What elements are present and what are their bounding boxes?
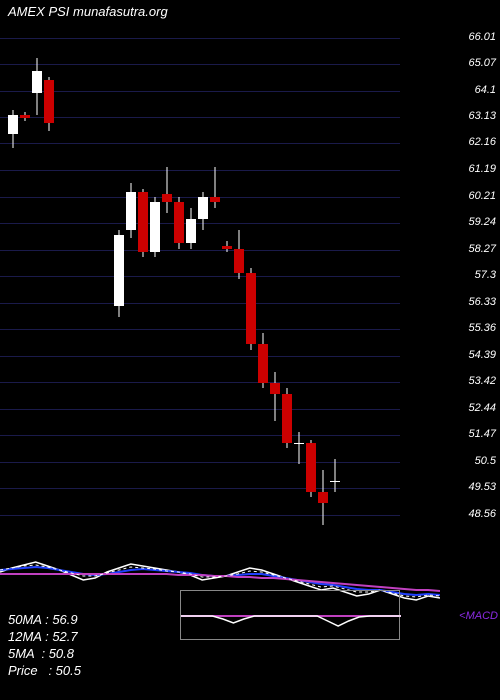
macd-box (180, 590, 400, 640)
candle-body (330, 481, 340, 482)
candle-body (306, 443, 316, 492)
candle (44, 0, 54, 530)
candle-body (186, 219, 196, 244)
y-axis-label: 54.39 (468, 349, 496, 361)
candle-body (234, 249, 244, 274)
candle (222, 0, 232, 530)
price-chart (0, 0, 450, 530)
y-axis-label: 65.07 (468, 57, 496, 69)
candle-wick (275, 372, 276, 421)
candle (306, 0, 316, 530)
candle-body (32, 71, 42, 93)
candle-body (150, 202, 160, 251)
y-axis-label: 66.01 (468, 31, 496, 43)
stats-row: 5MA : 50.8 (8, 646, 81, 663)
candle-body (8, 115, 18, 134)
candle (270, 0, 280, 530)
candle-wick (167, 167, 168, 213)
stats-block: 50MA : 56.912MA : 52.75MA : 50.8Price : … (8, 612, 81, 680)
candle-body (318, 492, 328, 503)
candle-body (174, 202, 184, 243)
candle (330, 0, 340, 530)
candle-body (270, 383, 280, 394)
y-axis-label: 60.21 (468, 190, 496, 202)
y-axis-label: 50.5 (475, 455, 496, 467)
candle-body (258, 344, 268, 382)
candle (126, 0, 136, 530)
candle (114, 0, 124, 530)
candle (150, 0, 160, 530)
candle-body (114, 235, 124, 306)
macd-signal-line (181, 616, 401, 626)
chart-container: AMEX PSI munafasutra.org <MACD 50MA : 56… (0, 0, 500, 700)
candle-body (294, 443, 304, 444)
y-axis-label: 55.36 (468, 322, 496, 334)
y-axis-label: 48.56 (468, 508, 496, 520)
candle-body (246, 273, 256, 344)
y-axis-label: 63.13 (468, 110, 496, 122)
y-axis-label: 58.27 (468, 243, 496, 255)
candle (282, 0, 292, 530)
stats-row: 12MA : 52.7 (8, 629, 81, 646)
candle-body (210, 197, 220, 202)
candle (318, 0, 328, 530)
candle (198, 0, 208, 530)
candle-body (20, 115, 30, 118)
candle (32, 0, 42, 530)
candle-wick (335, 459, 336, 492)
live-macd-label: <MACD (459, 610, 498, 622)
candle-body (138, 192, 148, 252)
candle-body (126, 192, 136, 230)
y-axis-label: 57.3 (475, 269, 496, 281)
y-axis-label: 52.44 (468, 402, 496, 414)
candle-body (222, 246, 232, 249)
y-axis-label: 53.42 (468, 375, 496, 387)
candle-body (198, 197, 208, 219)
candle (258, 0, 268, 530)
y-axis-label: 62.16 (468, 136, 496, 148)
y-axis-label: 49.53 (468, 481, 496, 493)
candle-body (162, 194, 172, 202)
candle (210, 0, 220, 530)
stats-row: Price : 50.5 (8, 663, 81, 680)
candle (20, 0, 30, 530)
candle-wick (299, 432, 300, 465)
y-axis-label: 51.47 (468, 428, 496, 440)
candle (8, 0, 18, 530)
candle (234, 0, 244, 530)
candle (162, 0, 172, 530)
candle (174, 0, 184, 530)
y-axis-label: 56.33 (468, 296, 496, 308)
candle (246, 0, 256, 530)
y-axis-label: 64.1 (475, 84, 496, 96)
macd-svg (181, 591, 401, 641)
chart-title: AMEX PSI munafasutra.org (8, 4, 168, 19)
candle (294, 0, 304, 530)
y-axis-label: 61.19 (468, 163, 496, 175)
stats-row: 50MA : 56.9 (8, 612, 81, 629)
candle-body (44, 80, 54, 124)
candle-body (282, 394, 292, 443)
candle (138, 0, 148, 530)
y-axis-label: 59.24 (468, 216, 496, 228)
candle (186, 0, 196, 530)
